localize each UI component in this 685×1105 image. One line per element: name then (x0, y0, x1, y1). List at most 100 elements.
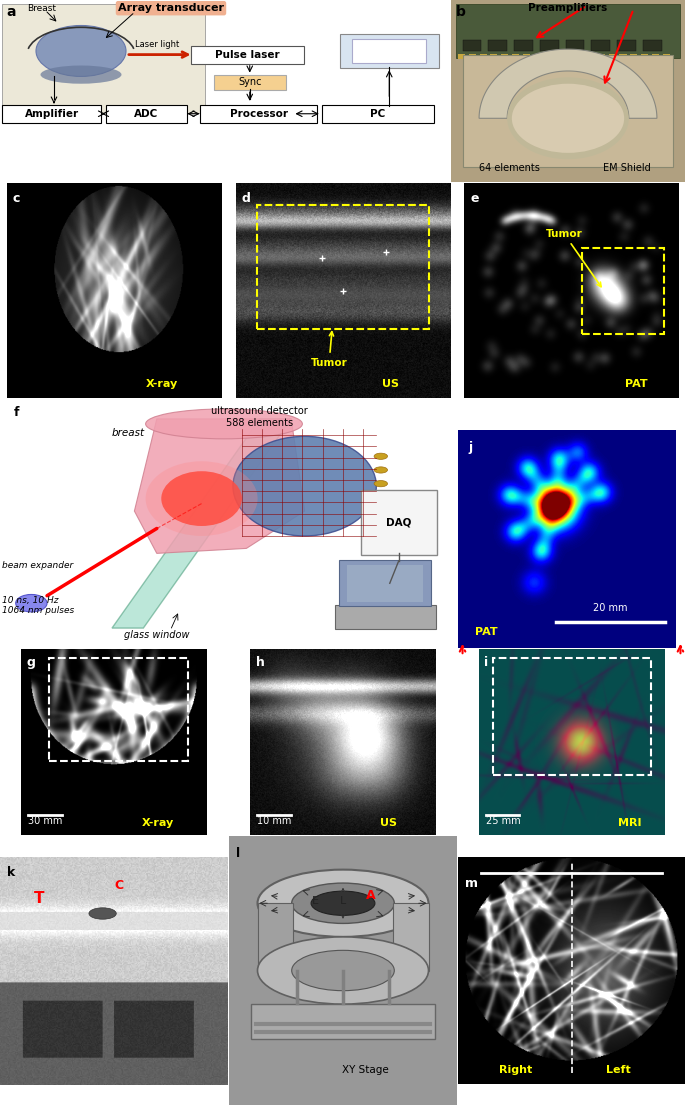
Ellipse shape (258, 937, 429, 1004)
Text: Right: Right (499, 1065, 532, 1075)
Text: E: E (312, 895, 319, 906)
Ellipse shape (374, 481, 388, 487)
Bar (555, 54, 562, 60)
Ellipse shape (258, 870, 429, 937)
Bar (630, 54, 637, 60)
Ellipse shape (292, 883, 395, 924)
Text: 10 ns, 10 Hz
1064 nm pulses: 10 ns, 10 Hz 1064 nm pulses (2, 596, 75, 615)
Text: Array transducer: Array transducer (118, 3, 224, 13)
Ellipse shape (16, 594, 47, 612)
Text: A: A (366, 888, 375, 902)
Text: PAT: PAT (625, 379, 648, 389)
Bar (462, 54, 673, 168)
FancyBboxPatch shape (2, 3, 205, 113)
Bar (576, 54, 584, 60)
Text: MRI: MRI (618, 818, 641, 828)
Ellipse shape (374, 453, 388, 460)
FancyBboxPatch shape (340, 33, 439, 69)
Bar (591, 40, 610, 51)
Bar (566, 54, 573, 60)
Text: k: k (7, 865, 15, 878)
Text: X-ray: X-ray (147, 379, 179, 389)
Text: beam expander: beam expander (2, 561, 73, 570)
Text: PAT: PAT (475, 628, 498, 638)
Text: Left: Left (606, 1065, 630, 1075)
Text: 25 mm: 25 mm (486, 815, 521, 825)
Text: Breast: Breast (27, 3, 56, 12)
Bar (49, 659, 188, 760)
Bar (641, 54, 648, 60)
Bar (456, 3, 680, 59)
Text: i: i (484, 656, 488, 670)
Text: ADC: ADC (134, 108, 158, 118)
Ellipse shape (233, 436, 376, 536)
Bar (643, 40, 662, 51)
Bar (540, 40, 559, 51)
Text: Tumor: Tumor (546, 229, 601, 286)
Bar (544, 54, 551, 60)
Bar (479, 54, 486, 60)
Bar (587, 54, 594, 60)
Text: XY Stage: XY Stage (342, 1064, 389, 1075)
Text: Laser light: Laser light (136, 40, 179, 49)
Text: 30 mm: 30 mm (29, 815, 63, 825)
Text: Processor: Processor (229, 108, 288, 118)
Ellipse shape (512, 84, 624, 152)
Text: X-ray: X-ray (142, 818, 174, 828)
Bar (347, 565, 423, 602)
Text: Tumor: Tumor (311, 332, 347, 368)
Text: US: US (382, 379, 399, 389)
Bar (469, 54, 476, 60)
FancyBboxPatch shape (251, 1004, 436, 1039)
Text: g: g (27, 656, 36, 670)
Ellipse shape (507, 77, 629, 159)
Ellipse shape (292, 950, 395, 991)
Text: e: e (471, 191, 479, 204)
Text: d: d (242, 191, 251, 204)
FancyBboxPatch shape (2, 105, 101, 123)
FancyBboxPatch shape (191, 45, 303, 64)
Text: Amplifier: Amplifier (25, 108, 79, 118)
Bar (534, 54, 540, 60)
Polygon shape (258, 903, 293, 970)
Text: Preamplifiers: Preamplifiers (528, 2, 608, 13)
Text: 10 mm: 10 mm (258, 815, 292, 825)
Text: h: h (256, 656, 264, 670)
Bar (462, 40, 482, 51)
Text: T: T (34, 891, 45, 906)
Ellipse shape (40, 65, 121, 84)
Bar (651, 54, 659, 60)
Ellipse shape (161, 471, 242, 526)
Text: j: j (469, 441, 473, 454)
Bar (582, 248, 664, 334)
Text: L: L (340, 895, 346, 906)
FancyBboxPatch shape (200, 105, 317, 123)
Bar (617, 40, 636, 51)
Bar (566, 40, 584, 51)
Text: c: c (13, 191, 21, 204)
Ellipse shape (374, 494, 388, 501)
Ellipse shape (374, 508, 388, 514)
Text: f: f (14, 407, 19, 420)
FancyBboxPatch shape (105, 105, 187, 123)
Text: EM Shield: EM Shield (603, 162, 650, 172)
Bar (598, 54, 605, 60)
Text: Sync: Sync (238, 77, 262, 87)
Text: m: m (465, 877, 478, 891)
Bar (501, 54, 508, 60)
Bar (512, 54, 519, 60)
FancyBboxPatch shape (352, 39, 426, 63)
Text: b: b (456, 6, 466, 20)
FancyBboxPatch shape (322, 105, 434, 123)
Bar (609, 54, 616, 60)
FancyBboxPatch shape (214, 75, 286, 91)
Bar (490, 54, 497, 60)
Text: ultrasound detector
588 elements: ultrasound detector 588 elements (212, 407, 308, 428)
Text: l: l (236, 846, 240, 860)
Bar (458, 54, 465, 60)
Text: glass window: glass window (124, 630, 190, 640)
Text: US: US (380, 818, 397, 828)
FancyBboxPatch shape (339, 560, 432, 607)
Text: DAQ: DAQ (386, 517, 412, 527)
Polygon shape (134, 419, 305, 554)
